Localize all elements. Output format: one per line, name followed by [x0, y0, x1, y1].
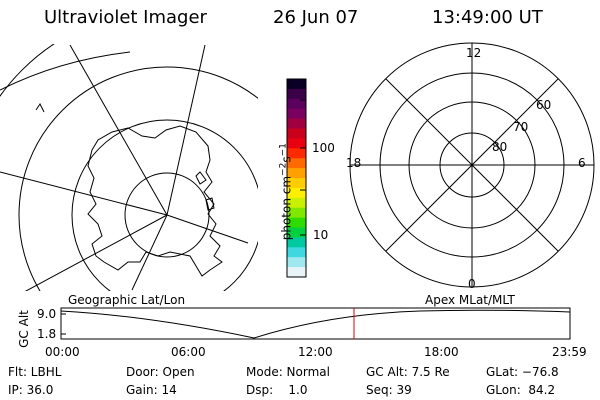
- colorbar-tick-100: 100: [312, 141, 335, 155]
- meridian-line: [24, 214, 168, 291]
- colorbar-axis-label: photon cm−2s−1: [268, 121, 294, 271]
- colorbar-unit-exp2: −1: [278, 143, 289, 157]
- meridian-line: [166, 44, 206, 216]
- colorbar-unit-mid: s: [279, 156, 294, 163]
- colorbar-unit-main: photon cm: [279, 175, 294, 241]
- mlt-label-18: 18: [346, 156, 362, 170]
- colorbar-step: [287, 108, 306, 120]
- colorbar-step: [287, 178, 306, 189]
- colorbar-step: [287, 257, 306, 268]
- mlat-label-60: 60: [536, 98, 552, 112]
- glon-info: GLon: 84.2: [486, 383, 556, 397]
- dsp-info: Dsp: 1.0: [246, 383, 308, 397]
- direction-arrow-icon: [35, 103, 45, 113]
- mlt-label-12: 12: [466, 46, 482, 60]
- colorbar-step: [287, 148, 306, 159]
- colorbar: [287, 79, 306, 278]
- meridian-line: [166, 214, 249, 244]
- timeline-y-tick-1-8: 1.8: [37, 327, 57, 341]
- mlat-label-70: 70: [513, 120, 529, 134]
- colorbar-step: [287, 197, 306, 209]
- colorbar-unit-exp1: −2: [278, 162, 289, 176]
- colorbar-step: [287, 227, 306, 238]
- colorbar-step: [287, 98, 306, 110]
- timeline-axis-label: GC Alt: [17, 310, 31, 348]
- timeline-x-tick: 18:00: [424, 345, 459, 359]
- timeline-x-tick: 00:00: [45, 345, 80, 359]
- app-title: Ultraviolet Imager: [44, 7, 207, 28]
- glat-info: GLat: −76.8: [486, 365, 559, 379]
- gain-info: Gain: 14: [126, 383, 177, 397]
- ip-info: IP: 36.0: [8, 383, 54, 397]
- timeline-plot: [60, 307, 571, 340]
- latitude-circle: [71, 119, 258, 291]
- date-label: 26 Jun 07: [273, 7, 359, 28]
- mlt-line-diag: [385, 78, 559, 252]
- colorbar-step: [287, 187, 306, 199]
- mode-info: Mode: Normal: [246, 365, 330, 379]
- colorbar-step: [287, 158, 306, 169]
- outer-arc: [0, 51, 131, 91]
- colorbar-step: [287, 79, 306, 90]
- altitude-curve: [60, 309, 571, 339]
- colorbar-step: [287, 247, 306, 258]
- timeline-x-tick: 23:59: [552, 345, 587, 359]
- island-coastline: [195, 171, 207, 185]
- apex-label: Apex MLat/MLT: [425, 293, 515, 307]
- colorbar-step: [287, 217, 306, 229]
- meridian-line: [131, 214, 168, 291]
- filter-info: Flt: LBHL: [8, 365, 62, 379]
- geographic-map: [0, 44, 258, 291]
- geographic-label: Geographic Lat/Lon: [68, 293, 186, 307]
- colorbar-step: [287, 237, 306, 248]
- colorbar-step: [287, 267, 306, 278]
- timeline-x-tick: 12:00: [298, 345, 333, 359]
- mlt-label-6: 6: [578, 156, 586, 170]
- meridian-line: [0, 171, 168, 216]
- colorbar-step: [287, 138, 306, 149]
- timeline-x-tick: 06:00: [171, 345, 206, 359]
- colorbar-step: [287, 207, 306, 219]
- colorbar-step: [287, 128, 306, 139]
- gc-alt-info: GC Alt: 7.5 Re: [366, 365, 450, 379]
- door-info: Door: Open: [126, 365, 195, 379]
- colorbar-step: [287, 88, 306, 100]
- seq-info: Seq: 39: [366, 383, 412, 397]
- mlt-label-0: 0: [468, 277, 476, 291]
- timeline-y-tick-9: 9.0: [37, 307, 57, 321]
- latitude-circle: [18, 66, 258, 291]
- mlat-label-80: 80: [492, 140, 508, 154]
- polar-plot: [349, 42, 595, 288]
- colorbar-tick-10: 10: [313, 228, 329, 242]
- colorbar-step: [287, 168, 306, 179]
- time-label: 13:49:00 UT: [432, 7, 543, 28]
- timeline-frame: [60, 307, 571, 340]
- colorbar-frame: [286, 78, 307, 278]
- island-coastline: [205, 197, 215, 211]
- colorbar-step: [287, 118, 306, 130]
- antarctica-coastline: [87, 125, 223, 277]
